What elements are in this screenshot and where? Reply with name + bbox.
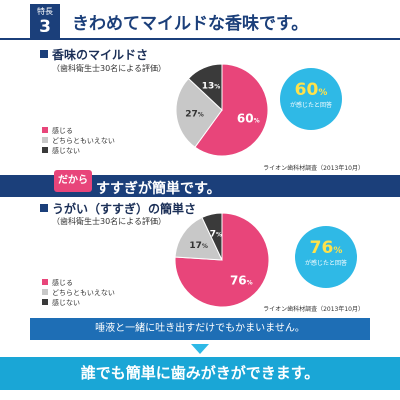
- pie-label-2: 27%: [185, 110, 204, 120]
- arrow-down-icon: [191, 344, 209, 354]
- dakara-label: だから: [54, 170, 92, 192]
- chart-subtitle-mildness: （歯科衛生士30名による評価）: [52, 64, 166, 73]
- badge-number: 3: [39, 17, 51, 37]
- callout-unit: %: [333, 246, 343, 256]
- note-band: 唾液と一緒に吐き出すだけでもかまいません。: [30, 318, 370, 340]
- legend-label: どちらともいえない: [52, 289, 115, 297]
- pie-slice-3: [187, 63, 223, 112]
- pie-chart-mildness: 60%27%13%: [175, 63, 269, 157]
- legend-label: 感じる: [52, 127, 73, 135]
- middle-band: [0, 175, 400, 197]
- pie-label-3: 7%: [210, 229, 222, 239]
- legend-item: どちらともいえない: [42, 288, 115, 298]
- callout-bubble-mildness: 60% が感じたと回答: [280, 68, 342, 130]
- legend-label: 感じない: [52, 147, 80, 155]
- chart-subtitle-rinse: （歯科衛生士30名による評価）: [52, 217, 166, 226]
- section-heading: すすぎが簡単です。: [96, 181, 221, 197]
- callout-value: 76: [309, 238, 334, 258]
- pie-label-2: 17%: [189, 241, 208, 251]
- legend-item: どちらともいえない: [42, 136, 115, 146]
- legend-mildness: 感じる どちらともいえない 感じない: [42, 126, 115, 156]
- legend-item: 感じる: [42, 126, 115, 136]
- callout-percent: 60%: [280, 81, 342, 102]
- badge-label: 特長: [37, 7, 53, 16]
- chart-panel-rinse: うがい（すすぎ）の簡単さ （歯科衛生士30名による評価） 76% 17% 7% 76…: [30, 198, 370, 316]
- header: 特長 3 きわめてマイルドな香味です。: [0, 0, 400, 40]
- legend-swatch-dark: [42, 299, 48, 305]
- pie-label-3: 13%: [202, 82, 221, 92]
- legend-swatch-pink: [42, 279, 48, 285]
- pie-slice-2: [175, 77, 223, 148]
- legend-label: 感じない: [52, 299, 80, 307]
- bottom-message: 誰でも簡単に歯みがきができます。: [0, 357, 400, 390]
- chart-title-text: 香味のマイルドさ: [52, 48, 149, 62]
- source-note-rinse: ライオン歯科材調査（2013年10月）: [263, 306, 364, 313]
- feature-badge: 特長 3: [30, 4, 60, 38]
- chart-title-mildness: 香味のマイルドさ: [40, 46, 148, 63]
- legend-swatch-dark: [42, 147, 48, 153]
- pie-slice-3: [201, 212, 223, 261]
- pie-slice-2: [174, 216, 223, 261]
- chart-title-text: うがい（すすぎ）の簡単さ: [52, 202, 197, 216]
- legend-rinse: 感じる どちらともいえない 感じない: [42, 278, 115, 308]
- chart-title-rinse: うがい（すすぎ）の簡単さ: [40, 200, 196, 217]
- legend-item: 感じない: [42, 298, 115, 308]
- page-title: きわめてマイルドな香味です。: [72, 14, 309, 34]
- callout-text: が感じたと回答: [304, 260, 347, 267]
- callout-bubble-rinse: 76% が感じたと回答: [295, 226, 357, 288]
- pie-chart-rinse: 76%17%7%: [174, 212, 270, 308]
- callout-value: 60: [294, 80, 319, 100]
- callout-text: が感じたと回答: [289, 102, 332, 109]
- callout-unit: %: [318, 88, 328, 98]
- legend-swatch-gray: [42, 137, 48, 143]
- legend-swatch-gray: [42, 289, 48, 295]
- legend-swatch-pink: [42, 127, 48, 133]
- legend-label: どちらともいえない: [52, 137, 115, 145]
- chart-panel-mildness: 香味のマイルドさ （歯科衛生士30名による評価） 60% 27% 13% 60% が…: [30, 42, 370, 175]
- callout-percent: 76%: [295, 239, 357, 260]
- square-bullet-icon: [40, 50, 48, 58]
- legend-label: 感じる: [52, 279, 73, 287]
- square-bullet-icon: [40, 204, 48, 212]
- legend-item: 感じない: [42, 146, 115, 156]
- pie-slice-1: [194, 63, 269, 157]
- legend-item: 感じる: [42, 278, 115, 288]
- source-note-mildness: ライオン歯科材調査（2013年10月）: [263, 165, 364, 172]
